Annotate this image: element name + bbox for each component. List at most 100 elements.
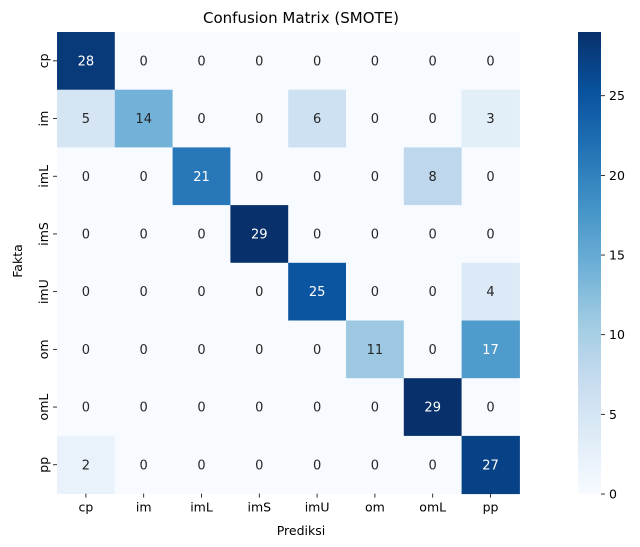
x-tick-label: imL bbox=[190, 500, 213, 515]
cell-value-label: 0 bbox=[429, 343, 437, 358]
cell-value-label: 2 bbox=[82, 458, 90, 473]
heatmap-cell bbox=[57, 32, 116, 91]
cell-value-label: 0 bbox=[255, 401, 263, 416]
y-axis-label: Fakta bbox=[10, 244, 25, 278]
heatmap-cell bbox=[346, 378, 405, 437]
heatmap-cell bbox=[346, 435, 405, 495]
cell-value-label: 0 bbox=[82, 227, 90, 242]
cell-value-label: 3 bbox=[486, 112, 494, 127]
cell-value-label: 0 bbox=[82, 401, 90, 416]
heatmap-cell bbox=[403, 262, 463, 321]
cell-value-label: 0 bbox=[486, 54, 494, 69]
heatmap-cell bbox=[230, 205, 289, 264]
heatmap-cell bbox=[403, 378, 463, 437]
heatmap-cell bbox=[403, 205, 463, 264]
cell-value-label: 0 bbox=[486, 401, 494, 416]
heatmap-cell bbox=[57, 205, 116, 264]
x-tick-label: omL bbox=[419, 500, 446, 515]
heatmap-cell bbox=[57, 378, 116, 437]
cell-value-label: 0 bbox=[371, 170, 379, 185]
colorbar-tick-label: 0 bbox=[609, 487, 617, 502]
cell-value-label: 0 bbox=[313, 170, 321, 185]
cell-value-label: 0 bbox=[197, 227, 205, 242]
y-tick-label: om bbox=[36, 339, 51, 359]
colorbar-tick-label: 5 bbox=[609, 407, 617, 422]
cell-value-label: 29 bbox=[424, 401, 441, 416]
cell-value-label: 0 bbox=[313, 54, 321, 69]
cell-value-label: 0 bbox=[255, 343, 263, 358]
heatmap-cell bbox=[57, 435, 116, 495]
cell-value-label: 0 bbox=[140, 54, 148, 69]
cell-value-label: 0 bbox=[82, 170, 90, 185]
cell-value-label: 0 bbox=[140, 343, 148, 358]
cell-value-label: 0 bbox=[429, 112, 437, 127]
heatmap-cell bbox=[346, 32, 405, 91]
colorbar-tick-label: 10 bbox=[609, 327, 625, 342]
x-tick-label: pp bbox=[483, 500, 499, 515]
heatmap-cell bbox=[346, 320, 405, 379]
cell-value-label: 0 bbox=[82, 285, 90, 300]
cell-value-label: 11 bbox=[367, 343, 384, 358]
heatmap-cell bbox=[114, 147, 174, 206]
heatmap-cell bbox=[461, 32, 520, 91]
heatmap-cell bbox=[172, 147, 231, 206]
heatmap-cell bbox=[230, 320, 289, 379]
cell-value-label: 21 bbox=[193, 170, 210, 185]
y-tick-label: omL bbox=[36, 394, 51, 421]
heatmap-cell bbox=[172, 89, 231, 148]
heatmap-cell bbox=[461, 378, 520, 437]
heatmap-cell bbox=[114, 320, 174, 379]
cell-value-label: 0 bbox=[140, 170, 148, 185]
heatmap-cells: 28 0 0 0 0 0 0 0 5 14 0 0 6 0 0 3 0 0 21 0 0 0 8 0 0 0 0 29 0 0 0 0 0 0 0 0… bbox=[57, 32, 520, 495]
cell-value-label: 0 bbox=[486, 227, 494, 242]
y-tick-label: imL bbox=[36, 165, 51, 188]
cell-value-label: 0 bbox=[255, 112, 263, 127]
heatmap-cell bbox=[114, 378, 174, 437]
cell-value-label: 0 bbox=[82, 343, 90, 358]
cell-value-label: 0 bbox=[429, 227, 437, 242]
cell-value-label: 0 bbox=[255, 285, 263, 300]
colorbar-tick-label: 25 bbox=[609, 88, 625, 103]
heatmap-cell bbox=[288, 435, 347, 495]
cell-value-label: 0 bbox=[140, 458, 148, 473]
y-tick-label: pp bbox=[36, 457, 51, 473]
cell-value-label: 0 bbox=[197, 401, 205, 416]
heatmap-cell bbox=[57, 89, 116, 148]
cell-value-label: 0 bbox=[429, 285, 437, 300]
cell-value-label: 8 bbox=[429, 170, 437, 185]
cell-value-label: 5 bbox=[82, 112, 90, 127]
cell-value-label: 28 bbox=[78, 54, 95, 69]
cell-value-label: 0 bbox=[371, 458, 379, 473]
cell-value-label: 0 bbox=[197, 343, 205, 358]
cell-value-label: 27 bbox=[482, 458, 499, 473]
cell-value-label: 6 bbox=[313, 112, 321, 127]
x-tick-label: imS bbox=[248, 500, 272, 515]
heatmap-cell bbox=[288, 32, 347, 91]
x-tick-label: imU bbox=[305, 500, 330, 515]
cell-value-label: 0 bbox=[140, 227, 148, 242]
cell-value-label: 0 bbox=[486, 170, 494, 185]
cell-value-label: 0 bbox=[371, 227, 379, 242]
colorbar-tick-label: 20 bbox=[609, 168, 625, 183]
colorbar-tick-label: 15 bbox=[609, 248, 625, 263]
cell-value-label: 0 bbox=[429, 54, 437, 69]
heatmap-cell bbox=[346, 147, 405, 206]
heatmap-cell bbox=[288, 262, 347, 321]
cell-value-label: 0 bbox=[371, 54, 379, 69]
y-tick-label: cp bbox=[36, 53, 51, 68]
y-tick-label: im bbox=[36, 111, 51, 127]
y-axis-ticks: cp im imL imS imU om omL pp bbox=[36, 53, 57, 473]
heatmap-cell bbox=[114, 32, 174, 91]
heatmap-cell bbox=[461, 205, 520, 264]
heatmap-cell bbox=[172, 435, 231, 495]
heatmap-cell bbox=[288, 147, 347, 206]
heatmap-cell bbox=[403, 32, 463, 91]
heatmap-cell bbox=[346, 205, 405, 264]
heatmap-cell bbox=[230, 32, 289, 91]
y-tick-label: imU bbox=[36, 279, 51, 304]
heatmap-cell bbox=[461, 89, 520, 148]
heatmap-cell bbox=[288, 378, 347, 437]
heatmap-cell bbox=[114, 89, 174, 148]
cell-value-label: 0 bbox=[197, 112, 205, 127]
y-tick-label: imS bbox=[36, 222, 51, 246]
